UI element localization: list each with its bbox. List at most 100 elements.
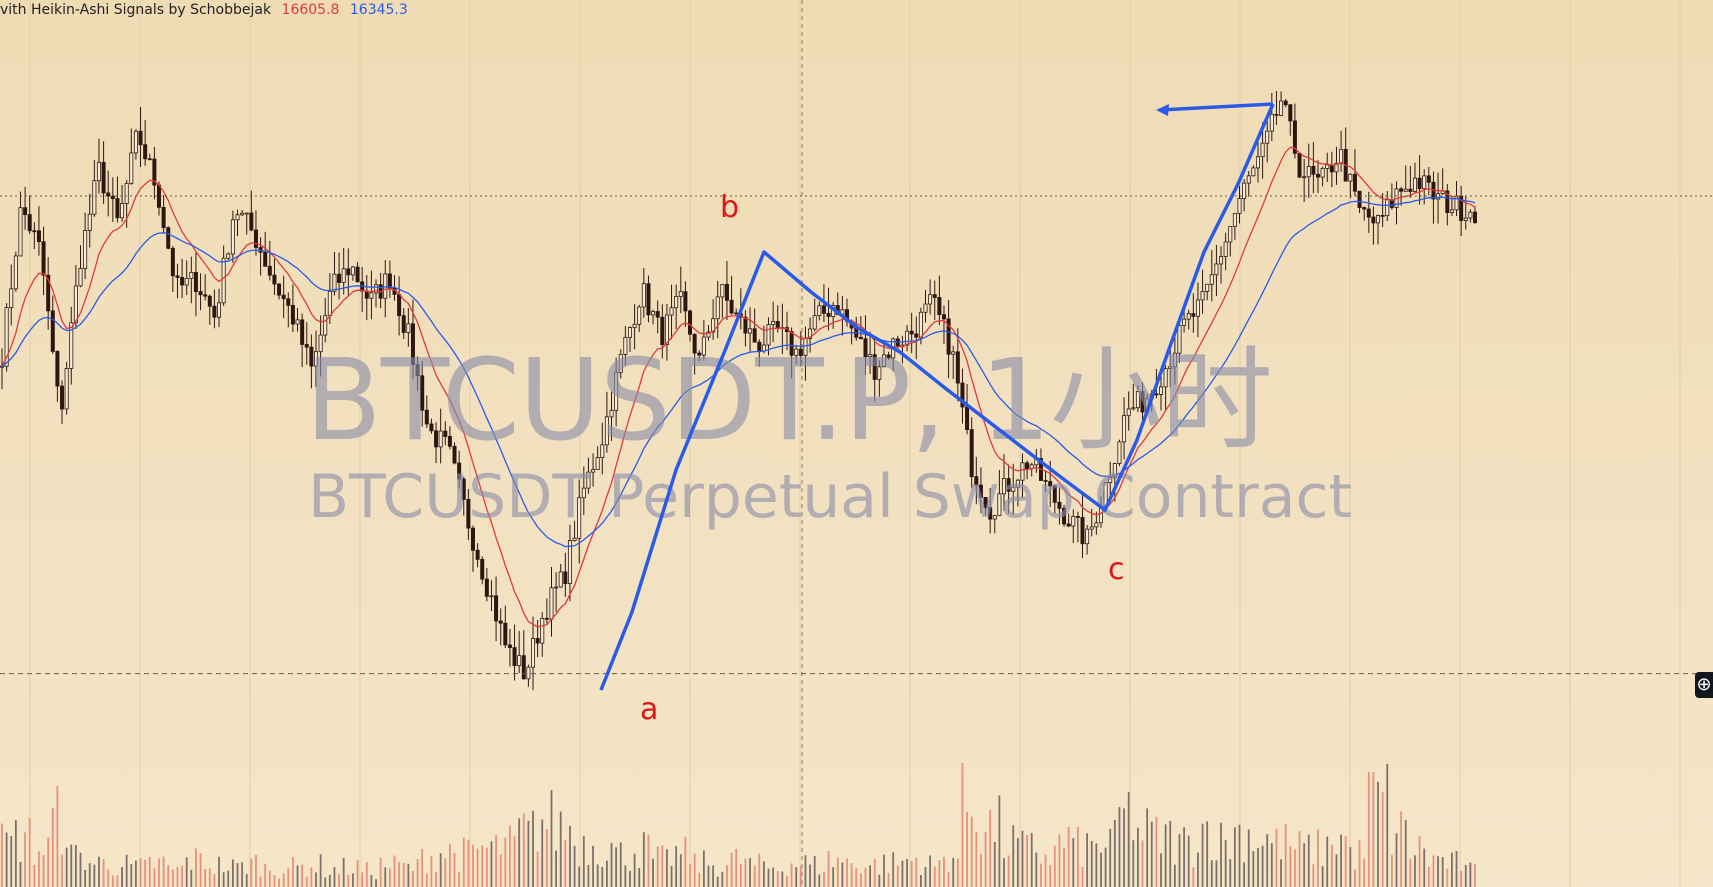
volume-bar [222, 872, 225, 887]
candle-body [300, 319, 305, 345]
volume-bar [14, 820, 17, 887]
candle-body [1366, 208, 1371, 218]
candle-body [1399, 188, 1404, 192]
volume-bar [633, 853, 636, 887]
candle-body [457, 462, 462, 480]
volume-bar [762, 861, 765, 887]
candle-body [969, 429, 974, 478]
volume-bar [799, 866, 802, 887]
volume-bar [1464, 864, 1467, 887]
wave-label-a: a [640, 692, 659, 727]
candle-body [1311, 165, 1316, 175]
volume-bar [1372, 772, 1375, 887]
candle-body [923, 303, 928, 313]
volume-bar [1335, 854, 1338, 887]
volume-bar [292, 856, 294, 887]
volume-bar [832, 867, 835, 887]
candle-body [655, 311, 660, 318]
volume-bar [569, 825, 571, 887]
candle-body [263, 251, 268, 267]
candle-body [83, 230, 88, 269]
volume-bar [495, 835, 497, 887]
candle-body [470, 527, 475, 551]
volume-bar [162, 856, 165, 887]
candle-body [1223, 241, 1228, 257]
candle-body [678, 291, 683, 297]
candle-body [96, 161, 101, 182]
plus-circle-icon[interactable]: ⊕ [1695, 672, 1713, 698]
candle-body [189, 272, 194, 279]
indicator-legend[interactable]: vith Heikin-Ashi Signals by Schobbejak 1… [0, 2, 414, 18]
volume-bar [107, 869, 110, 887]
candle-body [184, 278, 189, 286]
candle-body [627, 327, 632, 338]
volume-bar [605, 860, 608, 887]
candle-body [1182, 318, 1187, 326]
candle-body [240, 212, 245, 216]
wave-arrow-line[interactable] [1159, 102, 1274, 112]
volume-bar [1141, 840, 1144, 887]
volume-bar [1095, 843, 1098, 887]
volume-bar [712, 865, 715, 887]
candle-body [637, 306, 642, 325]
volume-bar [1160, 853, 1162, 887]
volume-bar [315, 872, 317, 887]
volume-bar [356, 860, 359, 887]
volume-bar [1423, 848, 1426, 887]
volume-bar [56, 786, 59, 887]
candle-body [1260, 142, 1265, 158]
candle-body [133, 130, 138, 154]
volume-bar [181, 865, 183, 887]
volume-bar [873, 859, 876, 887]
candle-body [535, 638, 540, 644]
candle-body [281, 294, 286, 300]
abc-wave-polyline[interactable] [599, 103, 1275, 691]
volume-bar [70, 844, 73, 887]
volume-bar [5, 832, 8, 887]
volume-bar [28, 817, 31, 887]
volume-bar [883, 854, 885, 887]
candle-body [558, 571, 563, 588]
volume-bar [739, 863, 742, 887]
candle-body [988, 507, 993, 520]
volume-bar [1224, 840, 1227, 887]
volume-bar [859, 873, 862, 887]
volume-bar [610, 842, 613, 887]
volume-bar [167, 865, 170, 887]
candle-body [170, 247, 175, 277]
wave-arrowhead [1156, 104, 1169, 116]
candle-body [997, 493, 1002, 517]
volume-bar [735, 848, 738, 887]
candle-body [1089, 526, 1094, 530]
volume-bar [250, 858, 253, 887]
volume-bar [1021, 830, 1024, 887]
volume-bar [846, 858, 848, 887]
candle-body [554, 586, 559, 589]
volume-bar [850, 863, 853, 887]
volume-bar [975, 832, 978, 887]
volume-bar [642, 832, 645, 887]
volume-bar [1076, 827, 1079, 887]
volume-bar [716, 876, 719, 887]
slow-ma-line [1, 196, 1476, 548]
volume-bar [1275, 828, 1278, 887]
volume-bar [458, 872, 461, 887]
volume-bar [1164, 824, 1167, 887]
volume-bar [1455, 850, 1458, 887]
candle-body [226, 253, 231, 259]
price-marker-lines [0, 195, 1713, 675]
candle-body [789, 331, 794, 356]
symbol-watermark: BTCUSDT.P, 1小时 [305, 336, 1273, 466]
volume-bar [1386, 763, 1389, 887]
candle-body [1306, 165, 1311, 178]
volume-bar [601, 866, 604, 887]
volume-bar [998, 795, 1001, 887]
candle-body [771, 320, 776, 326]
candle-body [110, 195, 115, 200]
volume-bar [989, 809, 992, 887]
volume-bar [1400, 811, 1403, 887]
volume-bar [1326, 836, 1329, 887]
